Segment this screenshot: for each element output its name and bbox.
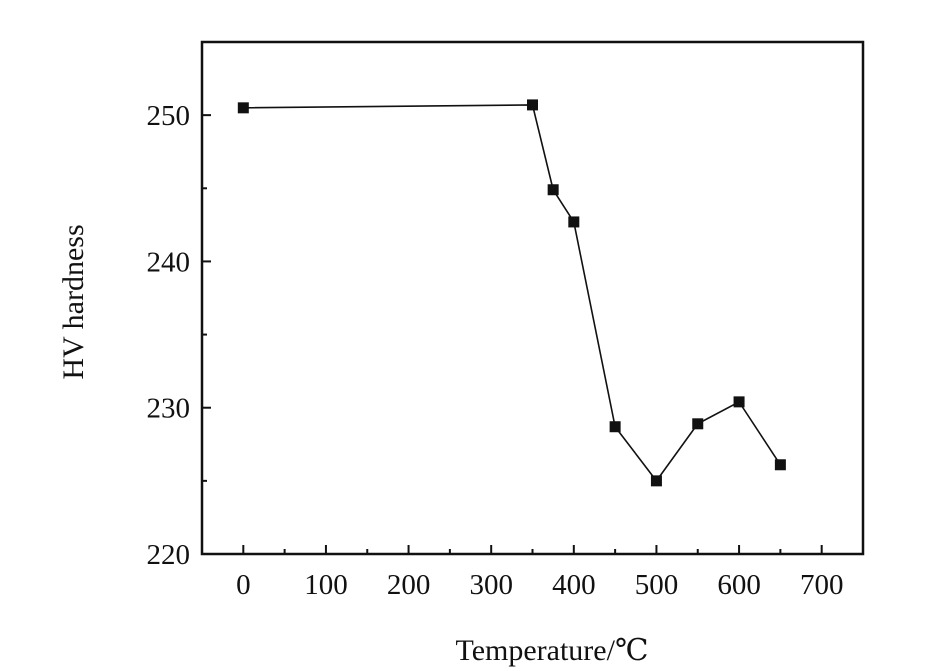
y-axis-title: HV hardness: [57, 224, 90, 379]
x-tick-label: 600: [717, 569, 761, 601]
data-point-marker: [527, 99, 538, 111]
y-tick-label: 220: [147, 539, 191, 571]
data-point-marker: [774, 459, 786, 471]
data-point-marker: [692, 418, 704, 430]
x-axis-ticks: 0 100 200 300 400 500 600 700: [236, 545, 843, 601]
data-point-marker: [733, 396, 745, 408]
data-point-marker: [609, 421, 621, 433]
plot-frame: [200, 40, 865, 556]
y-tick-label: 250: [147, 100, 191, 132]
data-point-marker: [237, 102, 249, 114]
y-axis-ticks: 220 230 240 250: [147, 41, 211, 571]
x-tick-label: 300: [469, 569, 513, 601]
x-axis-title: Temperature/℃: [455, 634, 648, 667]
x-tick-label: 700: [800, 569, 844, 601]
y-tick-label: 230: [147, 393, 191, 425]
data-point-marker: [568, 216, 580, 228]
x-tick-label: 500: [635, 569, 679, 601]
y-tick-label: 240: [147, 246, 191, 278]
series-layer: [237, 99, 786, 487]
x-tick-label: 0: [236, 569, 251, 601]
x-tick-label: 100: [304, 569, 348, 601]
data-point-marker: [547, 184, 559, 196]
x-tick-label: 400: [552, 569, 596, 601]
x-tick-label: 200: [387, 569, 431, 601]
data-point-marker: [650, 475, 662, 487]
